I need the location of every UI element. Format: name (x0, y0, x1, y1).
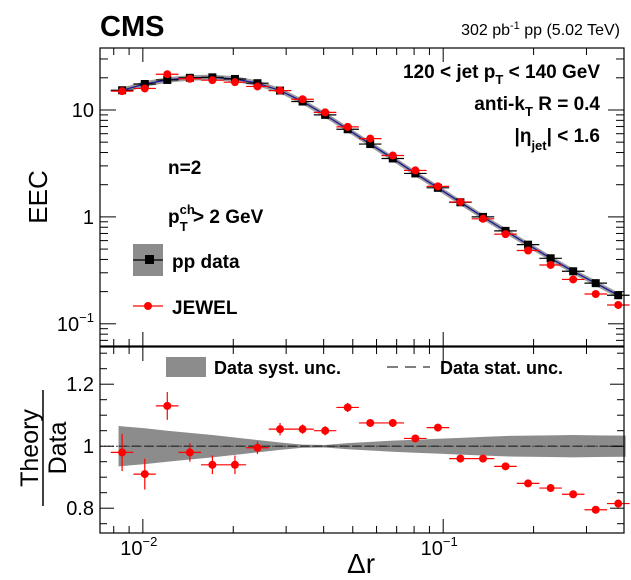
legend-pp-data-label: pp data (172, 252, 240, 273)
ratio-jewel-point (321, 426, 330, 435)
jewel-point (388, 151, 397, 160)
ratio-y-ticks: 0.8 1 1.2 (66, 352, 624, 525)
ratio-jewel-point (524, 479, 533, 488)
jewel-point (524, 246, 533, 255)
pp-data-point (524, 240, 533, 249)
ratio-jewel-point (366, 418, 375, 427)
legend-jewel-marker (144, 302, 152, 310)
ratio-panel: 0.8 1 1.2 10−2 10−1 Data syst. unc. Data st… (16, 346, 630, 579)
ratio-jewel-point (411, 434, 420, 443)
ratio-jewel-point (478, 454, 487, 463)
pp-data-point (163, 75, 172, 84)
top-frame (99, 47, 625, 347)
jewel-point (501, 230, 510, 239)
ratio-y-tick-label: 1.2 (66, 374, 94, 396)
ratio-y-tick-label: 0.8 (66, 498, 94, 520)
jewel-point (366, 134, 375, 143)
jewel-point (478, 214, 487, 223)
ratio-jewel-point (140, 470, 149, 479)
legend-syst-swatch (166, 357, 206, 377)
ratio-jewel-point (546, 484, 555, 493)
eec-panel: 10−1 1 10 120 < jet pT < 140 GeV anti-kT R… (23, 47, 630, 347)
pp-data-point (546, 254, 555, 263)
jewel-point (163, 70, 172, 79)
jewel-point (208, 76, 217, 85)
jewel-point (185, 74, 194, 83)
experiment-label: CMS (100, 11, 164, 43)
ratio-jewel-point (276, 425, 285, 434)
x-tick-label: 10−1 (421, 534, 458, 560)
jewel-point (456, 197, 465, 206)
top-y-tick-label: 10−1 (57, 310, 94, 336)
jewel-point (230, 78, 239, 87)
ratio-jewel-point (253, 443, 262, 452)
ratio-jewel-point (591, 505, 600, 514)
jewel-point (253, 82, 262, 91)
legend-data-marker (145, 255, 154, 264)
track-pt-annotation: pch T > 2 GeV (168, 202, 264, 234)
ratio-jewel-point (456, 454, 465, 463)
jewel-point (411, 166, 420, 175)
jewel-point (140, 84, 149, 93)
ratio-frame (99, 346, 625, 534)
jewel-point (546, 260, 555, 269)
ratio-jewel-point (118, 448, 127, 457)
jewel-point (276, 86, 285, 95)
jewel-point (569, 275, 578, 284)
top-y-label: EEC (23, 170, 53, 223)
eta-annotation: |ηjet| < 1.6 (515, 126, 600, 153)
ratio-jewel-point (433, 423, 442, 432)
legend-stat-label: Data stat. unc. (440, 358, 563, 378)
pp-data-point (569, 267, 578, 276)
pp-data-point (614, 291, 623, 300)
legend-pp-data: pp data (133, 244, 240, 276)
top-y-tick-label: 1 (83, 207, 94, 229)
ratio-jewel-point (569, 490, 578, 499)
jewel-point (298, 95, 307, 104)
legend-syst: Data syst. unc. (166, 357, 341, 378)
jewel-point (118, 87, 127, 96)
legend-jewel: JEWEL (133, 298, 238, 319)
pp-data-point (591, 279, 600, 288)
jet-pt-annotation: 120 < jet pT < 140 GeV (403, 62, 600, 87)
x-tick-label: 10−2 (120, 534, 157, 560)
ratio-jewel-point (230, 460, 239, 469)
top-x-ticks (113, 48, 625, 346)
ratio-y-denominator: Data (44, 422, 72, 475)
ratio-y-label: Theory Data (16, 390, 72, 506)
jewel-point (321, 108, 330, 117)
ratio-jewel-point (614, 499, 623, 508)
legend-syst-label: Data syst. unc. (214, 358, 341, 378)
algo-annotation: anti-kT R = 0.4 (474, 94, 600, 119)
jewel-point (591, 290, 600, 299)
jewel-point (614, 300, 623, 309)
ratio-jewel-points (110, 391, 630, 514)
ratio-jewel-point (208, 460, 217, 469)
ratio-jewel-point (501, 462, 510, 471)
ratio-x-ticks: 10−2 10−1 (113, 347, 625, 560)
x-axis-label: Δr (347, 548, 375, 579)
pp-data-point (140, 80, 149, 89)
ratio-jewel-point (163, 401, 172, 410)
ratio-jewel-point (388, 418, 397, 427)
pp-data-point (366, 140, 375, 149)
n-annotation: n=2 (168, 158, 201, 179)
legend-jewel-label: JEWEL (172, 298, 238, 319)
jewel-points (110, 70, 630, 309)
lumi-label: 302 pb-1 pp (5.02 TeV) (461, 20, 620, 39)
ratio-jewel-point (298, 425, 307, 434)
top-y-tick-label: 10 (72, 100, 94, 122)
ratio-jewel-point (343, 403, 352, 412)
top-y-ticks: 10−1 1 10 (57, 58, 624, 341)
ratio-y-numerator: Theory (16, 409, 44, 487)
ratio-jewel-point (185, 448, 194, 457)
legend-stat: Data stat. unc. (387, 358, 563, 378)
ratio-y-tick-label: 1 (83, 436, 94, 458)
jewel-point (433, 182, 442, 191)
jewel-point (343, 122, 352, 131)
